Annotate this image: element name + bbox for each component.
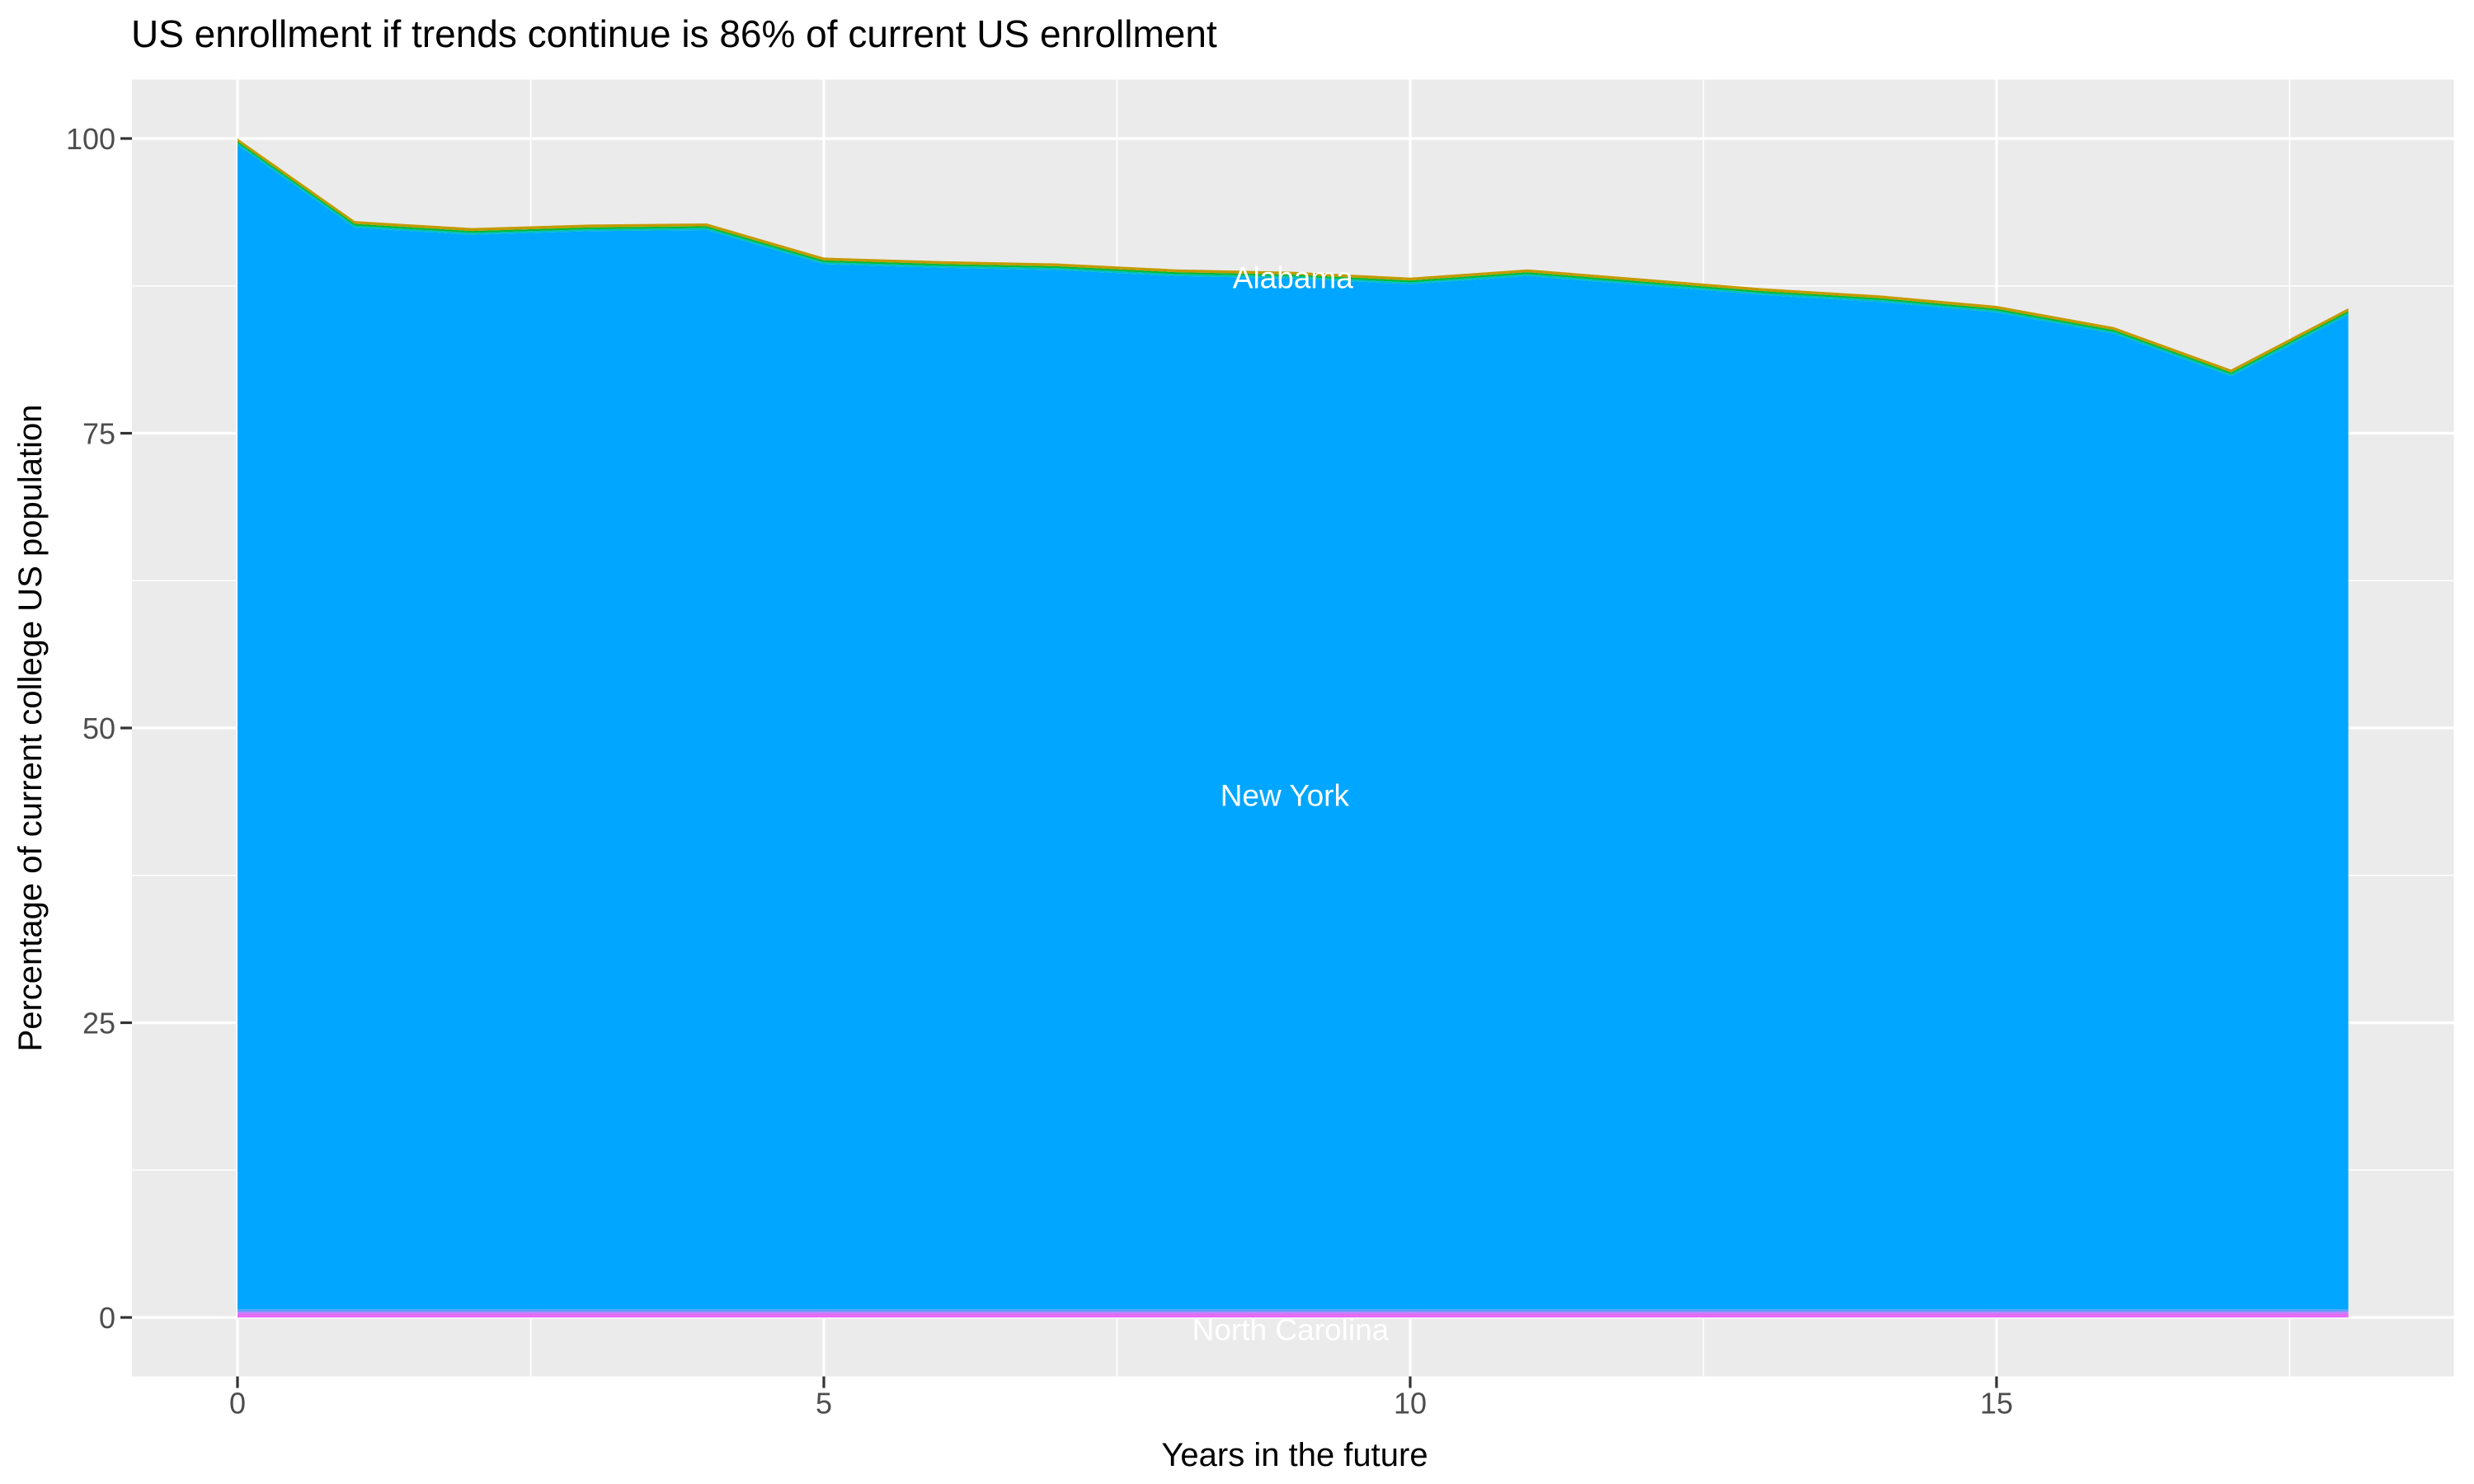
- y-tick-label: 0: [99, 1301, 115, 1335]
- y-axis-title: Percentage of current college US populat…: [12, 405, 49, 1052]
- area-labels: Alabama New York North Carolina: [1192, 261, 1390, 1347]
- x-tick-label: 10: [1394, 1387, 1427, 1421]
- chart-title: US enrollment if trends continue is 86% …: [131, 12, 1217, 55]
- y-tick-label: 100: [66, 122, 115, 156]
- area-label-new-york: New York: [1221, 779, 1350, 813]
- y-tick-label: 50: [82, 711, 115, 745]
- area-band-state-2: [238, 1309, 2349, 1313]
- area-band-north-carolina: [238, 1313, 2349, 1317]
- area-band-new-york: [238, 145, 2349, 1310]
- x-tick-label: 5: [816, 1387, 832, 1421]
- y-tick-label: 75: [82, 417, 115, 451]
- stacked-areas: [238, 139, 2349, 1317]
- y-tick-label: 25: [82, 1007, 115, 1040]
- x-axis-title: Years in the future: [1161, 1437, 1427, 1473]
- area-label-alabama: Alabama: [1233, 261, 1353, 295]
- x-tick-label: 15: [1980, 1387, 2013, 1421]
- area-band-state-1: [238, 1312, 2349, 1314]
- axis-tick-marks: [120, 137, 1998, 1388]
- area-label-north-carolina: North Carolina: [1192, 1313, 1390, 1346]
- axis-tick-labels: 0 5 10 15 0 25 50 75 100: [66, 122, 2013, 1421]
- x-tick-label: 0: [229, 1387, 246, 1421]
